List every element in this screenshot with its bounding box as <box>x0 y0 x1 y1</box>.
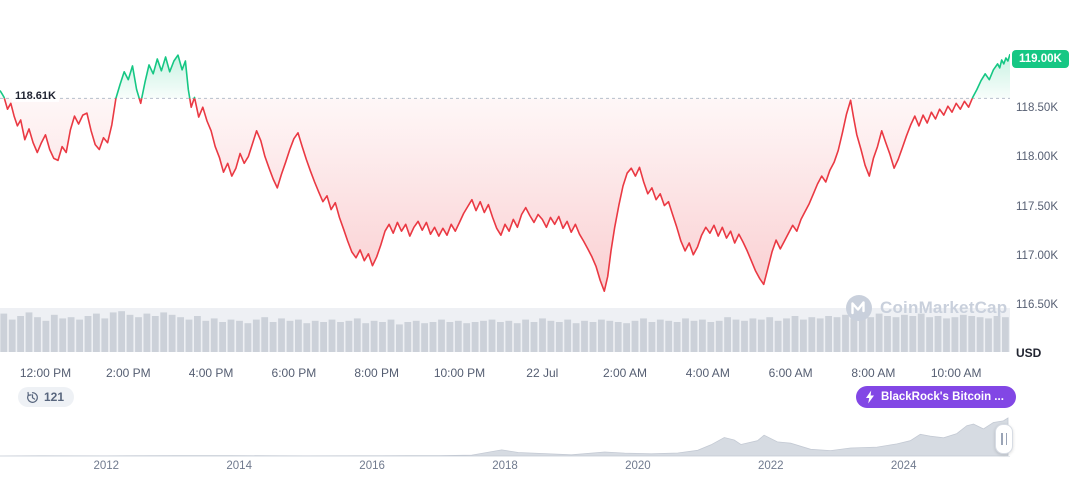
annotations-count: 121 <box>44 390 65 404</box>
brush-resize-handle[interactable] <box>995 424 1013 454</box>
watermark-text: CoinMarketCap <box>880 298 1008 317</box>
x-tick-label: 10:00 PM <box>433 366 486 380</box>
timeline-year-label: 2012 <box>93 460 120 472</box>
open-price-label: 118.61K <box>12 90 59 103</box>
timeline-year-label: 2018 <box>492 460 518 472</box>
timeline-year-label: 2022 <box>758 460 784 472</box>
y-tick-label: 116.50K <box>1016 299 1058 311</box>
x-tick-label: 22 Jul <box>526 366 559 380</box>
history-clock-icon <box>27 391 38 403</box>
x-tick-label: 8:00 PM <box>354 366 400 380</box>
y-tick-label: 117.50K <box>1016 200 1058 213</box>
x-tick-label: 12:00 PM <box>19 366 72 380</box>
handle-grip-bar <box>1001 433 1003 445</box>
price-chart-plot[interactable] <box>0 0 1010 356</box>
x-tick-label: 2:00 PM <box>105 366 151 380</box>
y-tick-label: 118.50K <box>1016 102 1058 115</box>
x-tick-label: 6:00 PM <box>271 366 317 380</box>
handle-grip-bar <box>1005 433 1007 445</box>
x-tick-label: 10:00 AM <box>930 366 982 380</box>
x-tick-label: 4:00 PM <box>188 366 234 380</box>
timeline-brush[interactable] <box>0 415 1010 457</box>
news-flash-badge[interactable]: BlackRock's Bitcoin ... <box>856 386 1016 408</box>
currency-unit-label: USD <box>1016 346 1042 360</box>
coinmarketcap-logo-icon <box>846 295 872 321</box>
x-tick-label: 2:00 AM <box>602 366 648 380</box>
x-tick-label: 8:00 AM <box>851 366 896 380</box>
y-tick-label: 117.00K <box>1016 249 1058 262</box>
y-tick-label: 118.00K <box>1016 151 1058 164</box>
timeline-year-label: 2024 <box>890 460 917 472</box>
watermark: CoinMarketCap <box>845 294 1007 322</box>
current-price-badge: 119.00K <box>1012 50 1069 68</box>
timeline-year-label: 2020 <box>625 460 651 472</box>
lightning-icon <box>866 390 874 404</box>
x-tick-label: 4:00 AM <box>685 366 730 380</box>
x-tick-label: 6:00 AM <box>768 366 813 380</box>
news-flash-text: BlackRock's Bitcoin ... <box>881 391 1004 403</box>
timeline-baseline <box>0 456 1010 457</box>
timeline-year-label: 2014 <box>226 460 252 472</box>
timeline-year-label: 2016 <box>359 460 385 472</box>
annotations-count-badge[interactable]: 121 <box>18 387 75 407</box>
